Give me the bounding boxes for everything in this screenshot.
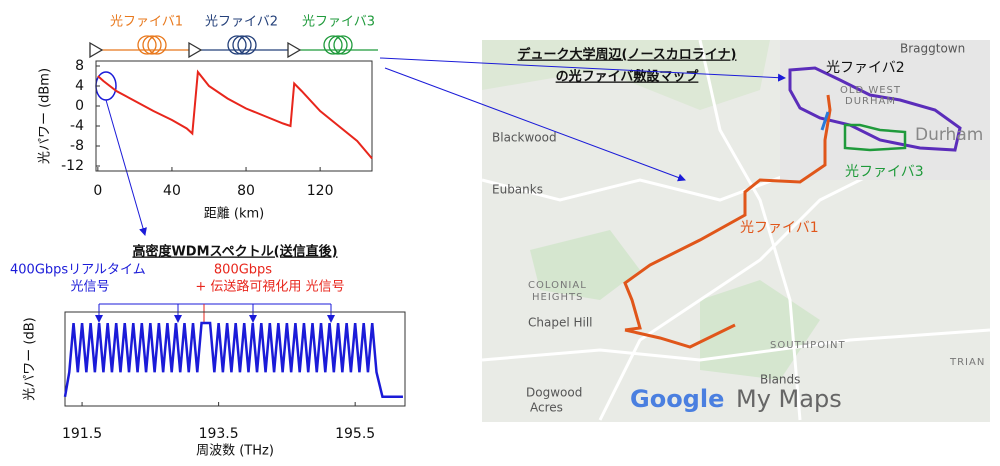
- map-title: デューク大学周辺(ノースカロライナ): [518, 47, 737, 63]
- annotation: 光信号: [70, 280, 109, 295]
- x-tick-label: 80: [237, 183, 255, 199]
- route-label: 光ファイバ1: [740, 220, 819, 236]
- place-label: COLONIAL: [528, 280, 587, 291]
- y-tick-label: -12: [61, 158, 84, 174]
- place-label: Blackwood: [492, 131, 557, 145]
- fiber-label: 光ファイバ2: [205, 15, 278, 30]
- place-label: Acres: [530, 401, 563, 415]
- route-label: 光ファイバ3: [845, 164, 924, 180]
- y-axis-label: 光パワー (dB): [23, 317, 38, 400]
- plot-frame: [64, 311, 406, 407]
- x-tick-label: 191.5: [62, 426, 102, 442]
- annotation: 800Gbps: [214, 263, 272, 278]
- series-line: [63, 321, 403, 399]
- y-tick-label: 4: [75, 78, 84, 94]
- y-tick-label: -8: [70, 138, 84, 154]
- place-label: SOUTHPOINT: [770, 340, 846, 351]
- y-tick-label: 0: [75, 98, 84, 114]
- x-tick-label: 193.5: [199, 426, 239, 442]
- annotation: + 伝送路可視化用 光信号: [195, 279, 344, 295]
- place-label: Braggtown: [900, 42, 965, 56]
- place-label: Dogwood: [526, 386, 582, 400]
- fiber-label: 光ファイバ3: [302, 15, 375, 30]
- place-label: OLD WEST: [840, 85, 901, 96]
- annotation: 400Gbpsリアルタイム: [10, 263, 146, 278]
- x-tick-label: 40: [163, 183, 181, 199]
- x-tick-label: 120: [307, 183, 334, 199]
- fiber-diagram: 光ファイバ1 光ファイバ2 光ファイバ3: [89, 15, 378, 59]
- map-brand: Google: [630, 385, 724, 413]
- place-label: Eubanks: [492, 183, 543, 197]
- fiber-label: 光ファイバ1: [110, 15, 183, 30]
- map-brand: My Maps: [736, 385, 842, 413]
- place-label: HEIGHTS: [532, 292, 584, 303]
- x-tick-label: 195.5: [335, 426, 375, 442]
- place-label: DURHAM: [845, 96, 896, 107]
- x-axis-label: 距離 (km): [204, 207, 264, 222]
- place-label: Durham: [915, 125, 983, 145]
- y-axis-label: 光パワー (dBm): [38, 68, 53, 164]
- place-label: TRIAN: [949, 357, 985, 368]
- map: デューク大学周辺(ノースカロライナ) の光ファイバ敷設マップ Braggtown…: [481, 39, 991, 422]
- x-tick-label: 0: [93, 183, 102, 199]
- series-line: [97, 69, 373, 160]
- place-label: Blands: [760, 373, 800, 387]
- chart-title: 高密度WDMスペクトル(送信直後): [132, 244, 337, 260]
- x-axis-label: 周波数 (THz): [196, 444, 274, 459]
- place-label: Chapel Hill: [528, 316, 593, 330]
- map-title: の光ファイバ敷設マップ: [556, 69, 700, 85]
- y-tick-label: -4: [70, 118, 84, 134]
- route-label: 光ファイバ2: [826, 60, 905, 76]
- y-tick-label: 8: [75, 58, 84, 74]
- plot-frame: [95, 60, 373, 172]
